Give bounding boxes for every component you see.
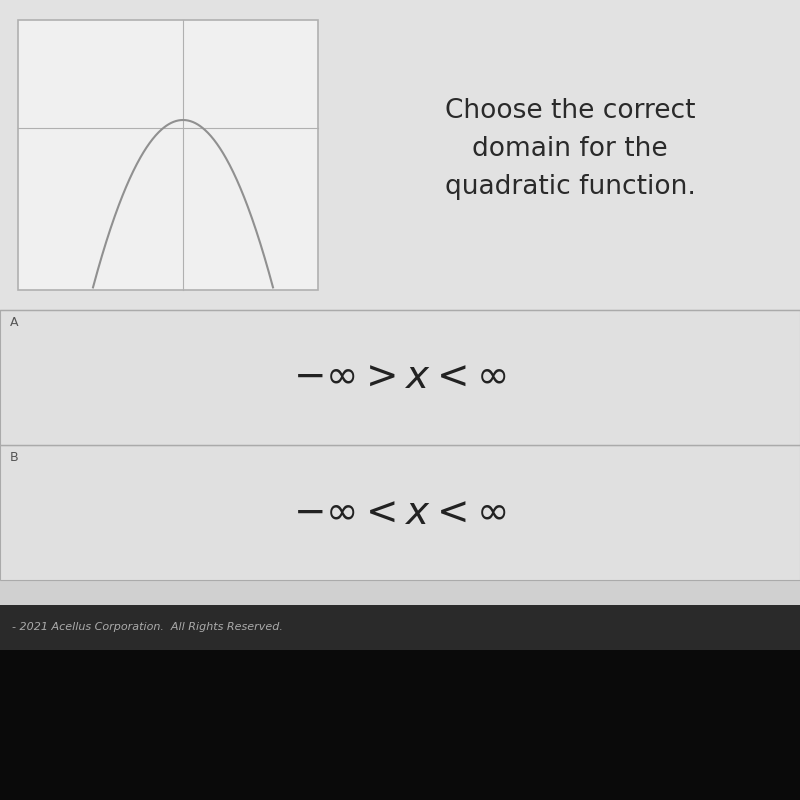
Text: $-\infty > x < \infty$: $-\infty > x < \infty$ (293, 358, 507, 397)
Bar (0, 580, 800, 605)
Bar (0, 605, 800, 650)
Text: $-\infty < x < \infty$: $-\infty < x < \infty$ (293, 494, 507, 531)
Bar (0, 650, 800, 800)
Text: Choose the correct: Choose the correct (445, 98, 695, 124)
Bar (0, 0, 800, 310)
Bar (0, 310, 800, 445)
Text: quadratic function.: quadratic function. (445, 174, 695, 200)
Bar (0, 445, 800, 580)
Text: - 2021 Acellus Corporation.  All Rights Reserved.: - 2021 Acellus Corporation. All Rights R… (12, 622, 283, 633)
Bar (18, 20, 318, 290)
Text: domain for the: domain for the (472, 136, 668, 162)
Text: A: A (10, 316, 18, 329)
Text: B: B (10, 451, 18, 464)
